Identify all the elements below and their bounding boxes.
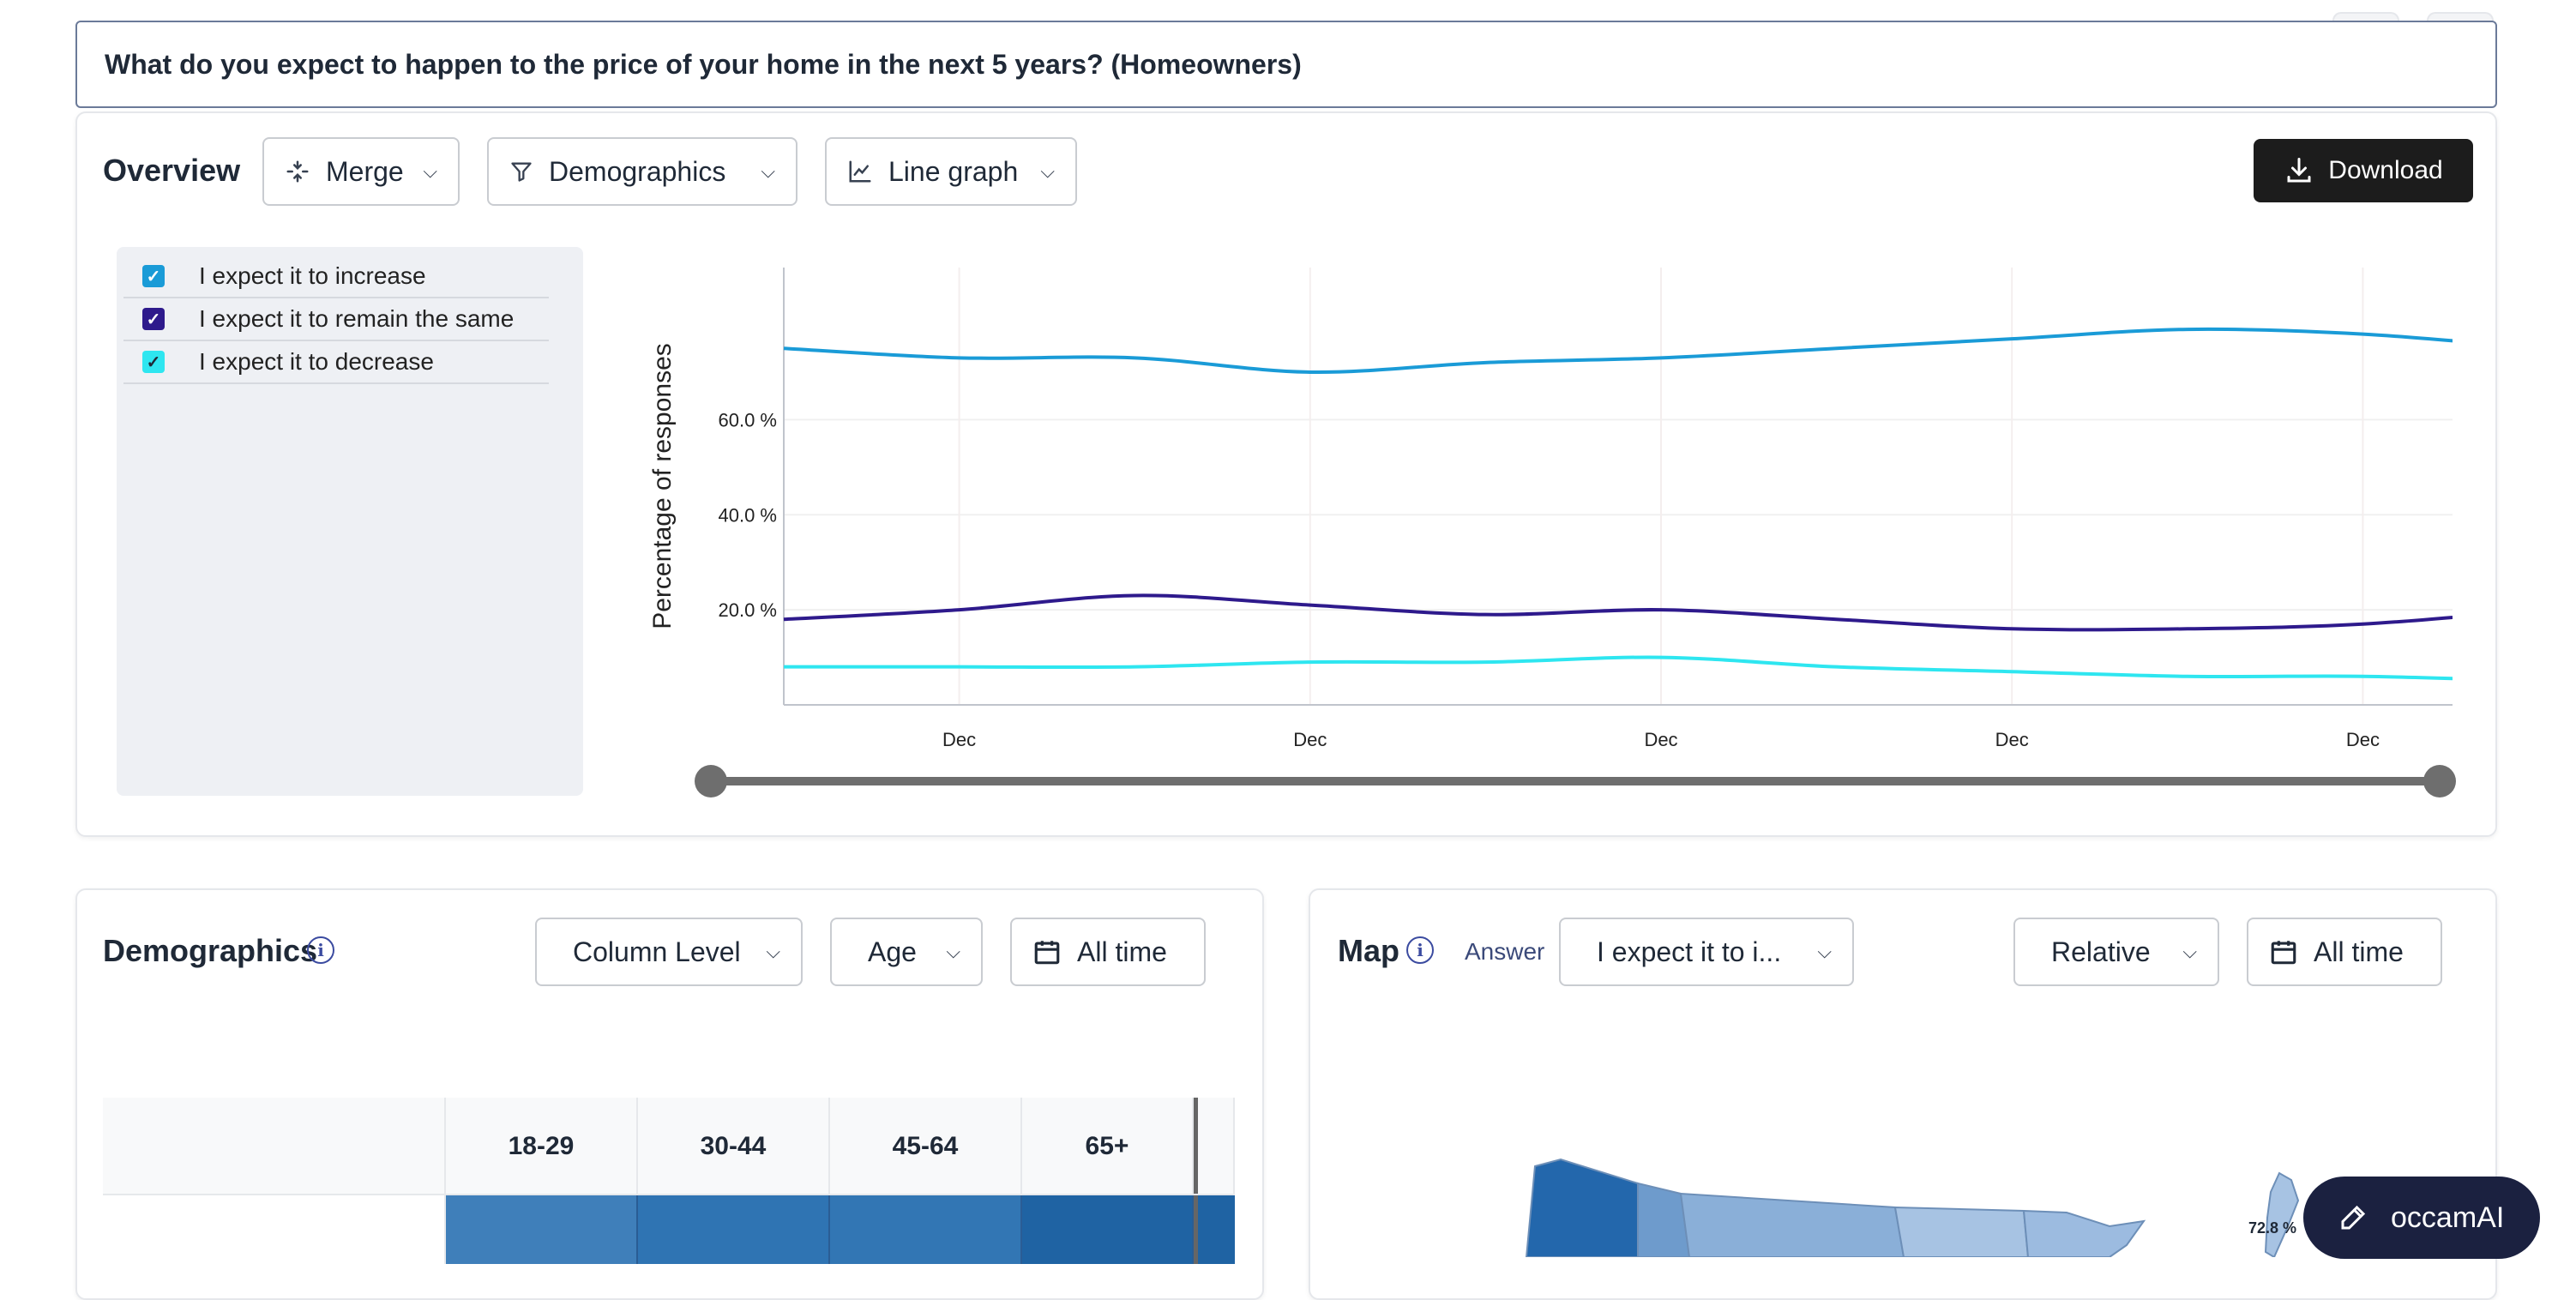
series-line xyxy=(783,593,2453,632)
map-region-washington xyxy=(1525,1158,1639,1257)
us-choropleth-map[interactable] xyxy=(1509,1149,2281,1257)
x-tick-label: Dec xyxy=(942,729,976,750)
legend-item[interactable]: ✓ I expect it to decrease xyxy=(123,341,549,384)
calendar-icon xyxy=(1034,941,1060,965)
x-tick-label: Dec xyxy=(1293,729,1327,750)
calendar-icon xyxy=(2271,941,2296,965)
slider-start-handle[interactable] xyxy=(695,765,727,797)
y-tick-label: 60.0 % xyxy=(719,409,778,430)
time-range-label: All time xyxy=(1077,936,1167,967)
map-time-range-label: All time xyxy=(2314,936,2404,967)
column-header-extra xyxy=(1194,1098,1235,1195)
download-icon xyxy=(2287,158,2311,183)
answer-label: Answer xyxy=(1465,938,1545,965)
table-row-label xyxy=(103,1195,446,1264)
column-header[interactable]: 30-44 xyxy=(638,1098,830,1195)
age-label: Age xyxy=(868,936,917,967)
legend-label: I expect it to remain the same xyxy=(199,305,515,332)
y-tick-label: 40.0 % xyxy=(719,504,778,526)
heatmap-cell[interactable] xyxy=(830,1195,1022,1264)
time-range-button[interactable]: All time xyxy=(1010,918,1206,986)
pen-icon xyxy=(2341,1205,2366,1230)
chevron-down-icon: ⌵ xyxy=(423,160,437,182)
answer-value: I expect it to i... xyxy=(1597,936,1782,967)
map-region-north-dakota xyxy=(1893,1206,2030,1257)
map-region-maine[interactable] xyxy=(2254,1166,2305,1257)
occam-ai-label: occamAI xyxy=(2391,1201,2505,1234)
filter-label: Demographics xyxy=(549,155,726,187)
checkbox-checked-icon[interactable]: ✓ xyxy=(142,351,165,373)
overview-title: Overview xyxy=(103,153,241,188)
chevron-down-icon: ⌵ xyxy=(761,160,775,182)
map-title: Map xyxy=(1338,933,1399,968)
occam-ai-button[interactable]: occamAI xyxy=(2303,1177,2540,1259)
info-icon[interactable]: i xyxy=(1406,936,1434,964)
y-tick-label: 20.0 % xyxy=(719,599,778,621)
y-axis-label: Percentage of responses xyxy=(648,343,677,629)
question-title[interactable]: What do you expect to happen to the pric… xyxy=(75,21,2497,108)
chevron-down-icon: ⌵ xyxy=(946,941,960,962)
map-region-idaho xyxy=(1637,1182,1691,1257)
series-line xyxy=(783,327,2453,375)
column-header[interactable]: 45-64 xyxy=(830,1098,1022,1195)
series-legend: ✓ I expect it to increase ✓ I expect it … xyxy=(117,247,583,796)
chevron-down-icon: ⌵ xyxy=(1817,941,1832,962)
heatmap-cell[interactable] xyxy=(446,1195,638,1264)
checkbox-checked-icon[interactable]: ✓ xyxy=(142,265,165,287)
map-value-annotation: 72.8 % xyxy=(2248,1219,2297,1237)
legend-item[interactable]: ✓ I expect it to remain the same xyxy=(123,298,549,341)
relative-label: Relative xyxy=(2051,936,2151,967)
column-header[interactable]: 18-29 xyxy=(446,1098,638,1195)
map-region-minnesota xyxy=(2022,1209,2146,1257)
map-time-range-button[interactable]: All time xyxy=(2247,918,2442,986)
legend-item[interactable]: ✓ I expect it to increase xyxy=(123,256,549,298)
legend-label: I expect it to increase xyxy=(199,262,426,289)
heatmap-cell[interactable] xyxy=(1022,1195,1194,1264)
merge-icon xyxy=(286,160,309,183)
chevron-down-icon: ⌵ xyxy=(2182,941,2197,962)
x-tick-label: Dec xyxy=(1644,729,1677,750)
filter-icon xyxy=(511,162,532,182)
heatmap-cell[interactable] xyxy=(1194,1195,1235,1264)
info-icon[interactable]: i xyxy=(307,936,334,964)
heatmap-cell[interactable] xyxy=(638,1195,830,1264)
time-range-slider[interactable] xyxy=(713,777,2446,785)
line-chart-icon xyxy=(849,160,871,183)
merge-label: Merge xyxy=(326,155,404,187)
chevron-down-icon: ⌵ xyxy=(1040,160,1055,182)
column-header[interactable]: 65+ xyxy=(1022,1098,1194,1195)
checkbox-checked-icon[interactable]: ✓ xyxy=(142,308,165,330)
table-corner-header xyxy=(103,1098,446,1195)
chart-type-label: Line graph xyxy=(888,155,1019,187)
legend-label: I expect it to decrease xyxy=(199,348,434,375)
answer-dropdown[interactable]: I expect it to i... ⌵ xyxy=(1559,918,1854,986)
chart-type-dropdown[interactable]: Line graph ⌵ xyxy=(825,137,1077,206)
demographics-filter-dropdown[interactable]: Demographics ⌵ xyxy=(487,137,797,206)
map-region-montana xyxy=(1679,1192,1905,1257)
x-tick-label: Dec xyxy=(2346,729,2380,750)
chevron-down-icon: ⌵ xyxy=(766,941,780,962)
slider-end-handle[interactable] xyxy=(2423,765,2456,797)
demographics-title: Demographics xyxy=(103,933,318,968)
x-tick-label: Dec xyxy=(1995,729,2029,750)
age-dropdown[interactable]: Age ⌵ xyxy=(830,918,983,986)
line-chart: 20.0 %40.0 %60.0 %Dec2020Dec2021Dec2022D… xyxy=(648,268,2453,750)
merge-dropdown[interactable]: Merge ⌵ xyxy=(262,137,460,206)
column-level-dropdown[interactable]: Column Level ⌵ xyxy=(535,918,803,986)
download-label: Download xyxy=(2328,156,2443,184)
download-button[interactable]: Download xyxy=(2254,139,2473,202)
relative-dropdown[interactable]: Relative ⌵ xyxy=(2013,918,2219,986)
header-divider xyxy=(103,1194,1235,1195)
column-level-label: Column Level xyxy=(573,936,741,967)
series-line xyxy=(784,655,2453,681)
